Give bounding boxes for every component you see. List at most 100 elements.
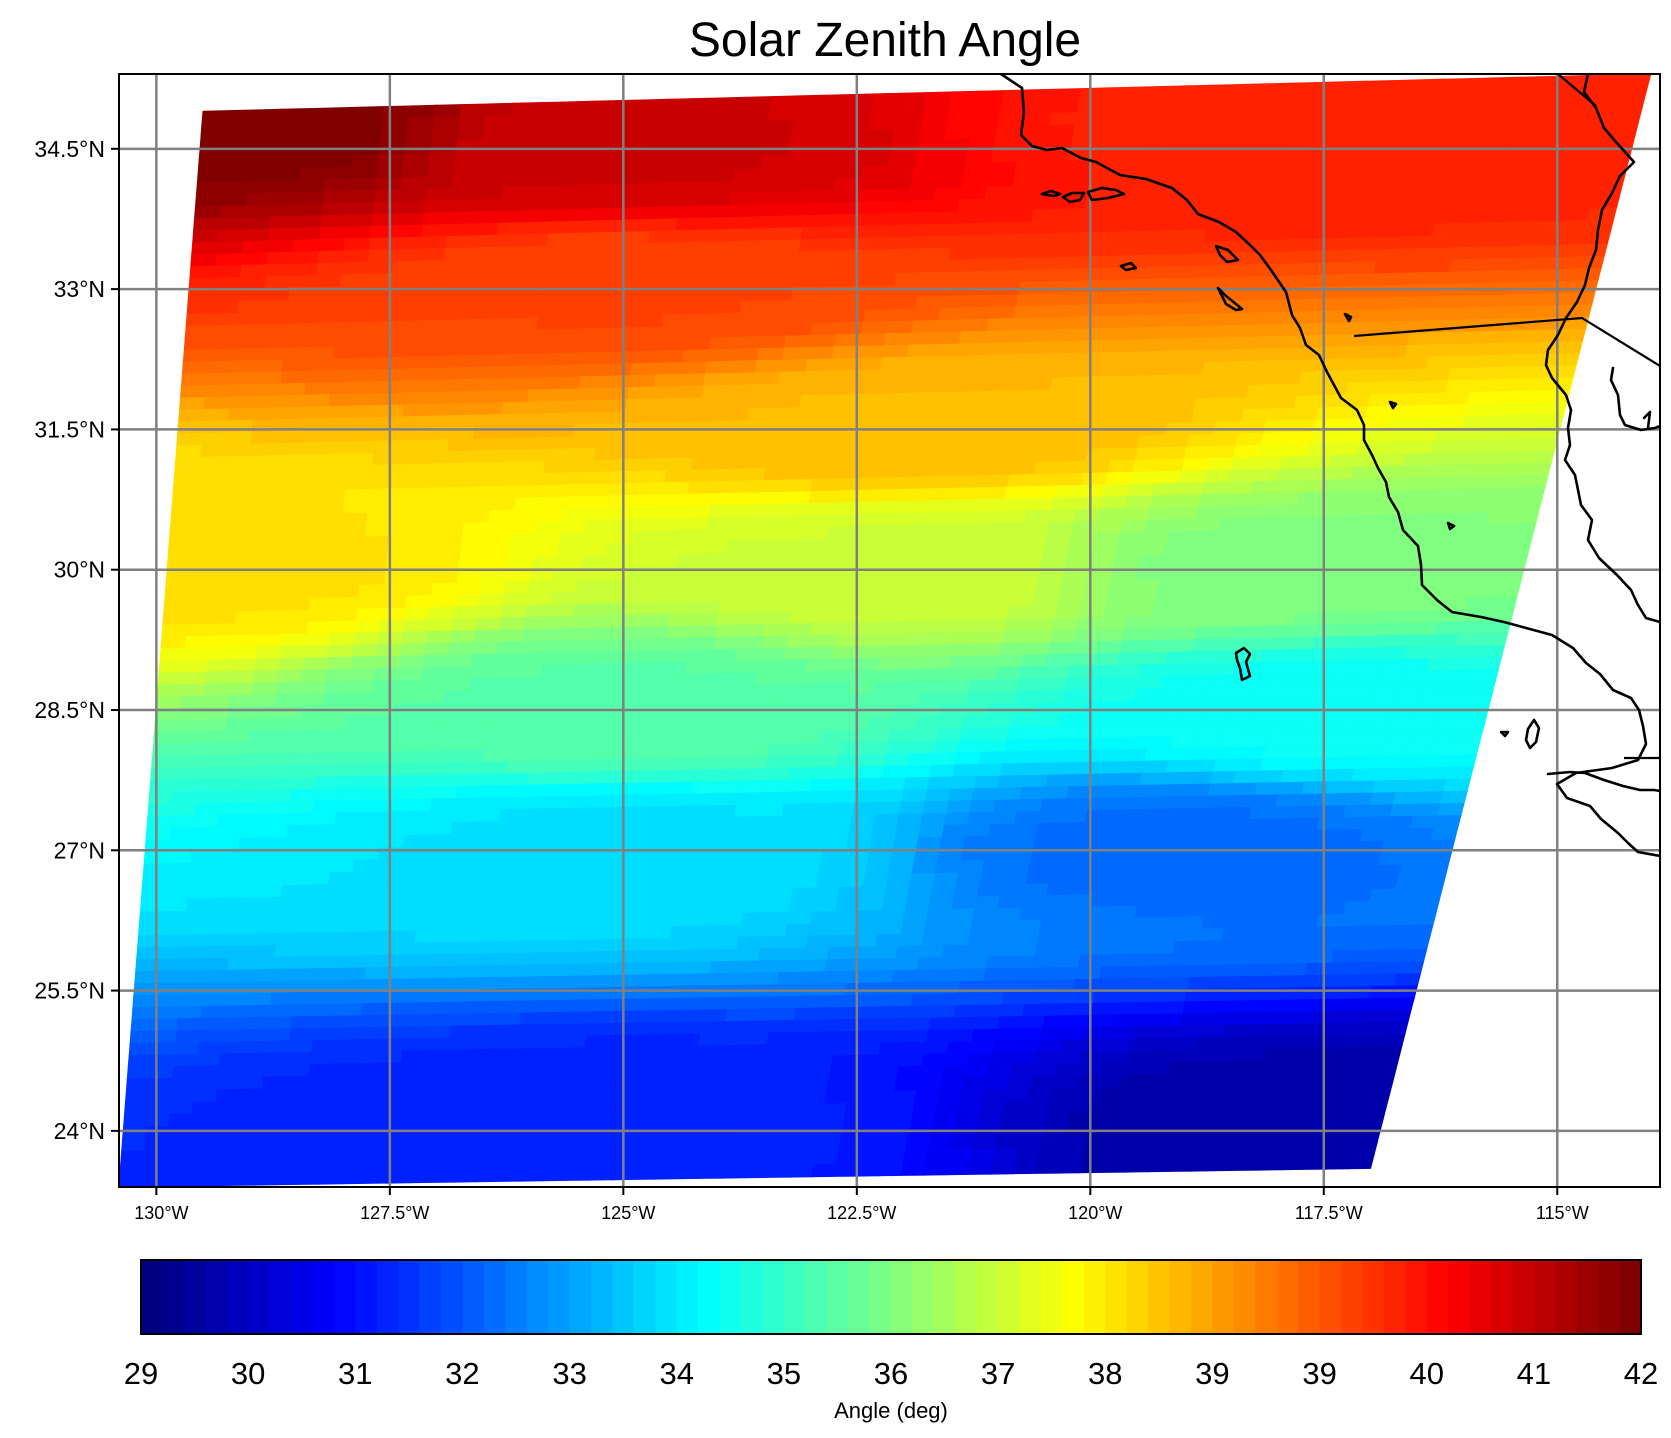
field-cell xyxy=(1180,687,1209,701)
field-cell xyxy=(1104,1147,1131,1161)
field-cell xyxy=(1320,491,1350,506)
field-cell xyxy=(873,813,901,828)
field-cell xyxy=(1368,598,1397,613)
field-cell xyxy=(201,420,230,435)
field-cell xyxy=(228,682,255,697)
field-cell xyxy=(459,1120,485,1135)
field-cell xyxy=(684,1117,711,1132)
field-cell xyxy=(827,369,857,384)
field-cell xyxy=(373,667,401,682)
field-cell xyxy=(964,1064,991,1079)
field-cell xyxy=(1051,617,1080,632)
field-cell xyxy=(1340,1095,1368,1109)
field-cell xyxy=(427,1013,454,1028)
field-cell xyxy=(1425,754,1454,769)
field-cell xyxy=(573,220,602,235)
field-cell xyxy=(584,136,613,151)
field-cell xyxy=(1154,916,1182,931)
field-cell xyxy=(652,1033,679,1048)
field-cell xyxy=(381,595,408,610)
field-cell xyxy=(669,433,698,448)
field-cell xyxy=(191,551,218,566)
field-cell xyxy=(314,1003,341,1018)
field-cell xyxy=(217,1064,243,1079)
field-cell xyxy=(782,1067,810,1082)
field-cell xyxy=(805,190,835,205)
field-cell xyxy=(286,824,313,839)
field-cell xyxy=(890,440,919,455)
field-cell xyxy=(1375,139,1405,155)
field-cell xyxy=(145,827,172,842)
field-cell xyxy=(194,516,222,530)
field-cell xyxy=(980,739,1009,754)
field-cell xyxy=(858,177,888,192)
field-cell xyxy=(1120,965,1149,980)
field-cell xyxy=(726,384,755,399)
field-cell xyxy=(1392,284,1423,299)
field-cell xyxy=(1105,1038,1133,1053)
field-cell xyxy=(398,655,426,669)
field-cell xyxy=(1092,990,1120,1005)
field-cell xyxy=(267,514,295,529)
field-cell xyxy=(281,872,308,887)
field-cell xyxy=(1072,255,1102,270)
field-cell xyxy=(647,757,674,772)
field-cell xyxy=(476,605,504,620)
field-cell xyxy=(832,778,860,793)
field-cell xyxy=(1470,475,1500,490)
field-cell xyxy=(671,1057,698,1072)
field-cell xyxy=(495,449,523,464)
field-cell xyxy=(237,849,263,864)
field-cell xyxy=(360,1002,386,1017)
field-cell xyxy=(123,1114,148,1128)
field-cell xyxy=(648,745,676,760)
field-cell xyxy=(1131,579,1160,594)
field-cell xyxy=(676,385,705,400)
field-cell xyxy=(312,800,339,815)
field-cell xyxy=(304,107,333,122)
field-cell xyxy=(166,1137,191,1152)
field-cell xyxy=(325,1111,352,1125)
field-cell xyxy=(1063,304,1093,319)
field-cell xyxy=(853,922,881,936)
field-cell xyxy=(1388,79,1419,94)
field-cell xyxy=(300,1135,326,1150)
field-cell xyxy=(1061,918,1090,933)
field-cell xyxy=(243,777,270,792)
field-cell xyxy=(1069,990,1097,1005)
field-cell xyxy=(1088,303,1118,318)
field-cell xyxy=(331,357,360,372)
field-cell xyxy=(1144,398,1174,413)
field-cell xyxy=(300,430,328,444)
field-cell xyxy=(945,403,975,418)
field-cell xyxy=(916,957,944,971)
field-cell xyxy=(1018,786,1047,801)
field-cell xyxy=(1545,171,1576,186)
field-cell xyxy=(779,815,807,830)
field-cell xyxy=(1060,448,1090,463)
field-cell xyxy=(1059,581,1088,596)
field-cell xyxy=(674,733,702,748)
field-cell xyxy=(565,663,593,678)
field-cell xyxy=(1257,444,1287,459)
field-cell xyxy=(975,378,1004,393)
field-cell xyxy=(1127,230,1158,245)
field-cell xyxy=(1279,564,1309,579)
field-cell xyxy=(1471,270,1501,285)
field-cell xyxy=(1236,541,1266,556)
field-cell xyxy=(1362,1094,1390,1109)
field-cell xyxy=(430,582,458,597)
field-cell xyxy=(466,270,495,285)
field-cell xyxy=(650,565,679,580)
field-cell xyxy=(580,1059,607,1073)
field-cell xyxy=(881,344,911,359)
field-cell xyxy=(638,302,667,317)
field-cell xyxy=(627,890,655,904)
field-cell xyxy=(411,750,439,765)
field-cell xyxy=(1275,1083,1303,1098)
field-cell xyxy=(533,903,560,918)
field-cell xyxy=(1336,828,1365,843)
field-cell xyxy=(465,1072,492,1087)
field-cell xyxy=(880,1150,907,1165)
field-cell xyxy=(500,976,527,991)
